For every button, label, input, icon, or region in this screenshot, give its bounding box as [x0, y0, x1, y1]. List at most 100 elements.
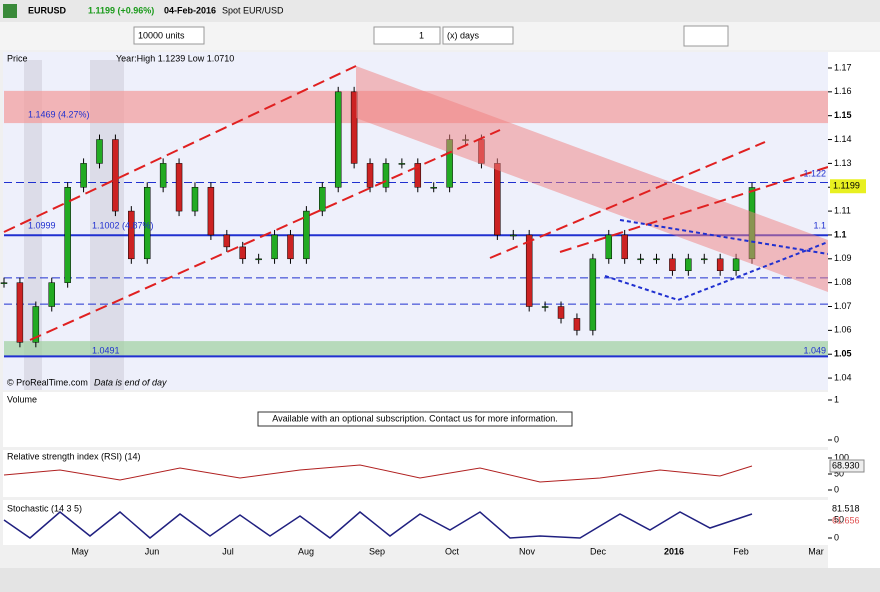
- zone: [4, 341, 828, 357]
- y-tick-label: 1.13: [834, 158, 852, 168]
- x-tick-label: Dec: [590, 546, 607, 556]
- candle: [16, 282, 24, 343]
- x-tick-label: Sep: [369, 546, 385, 556]
- annotation: 1.049: [803, 345, 826, 355]
- candle: [605, 234, 613, 260]
- y-tick-label: 1.17: [834, 62, 852, 72]
- panel-title: Stochastic (14 3 5): [7, 503, 82, 513]
- trendline: [489, 141, 766, 259]
- candle: [398, 163, 406, 165]
- candle: [366, 163, 374, 188]
- candle: [685, 258, 692, 271]
- candle: [223, 234, 231, 248]
- candle: [64, 186, 71, 283]
- chart-type-button[interactable]: [683, 25, 729, 47]
- x-tick-label: 2016: [664, 546, 684, 556]
- annotation: 1.1: [813, 220, 826, 230]
- candle: [701, 258, 708, 261]
- stochastic-panel: [3, 500, 828, 545]
- x-tick-label: Feb: [733, 546, 749, 556]
- annotation: 1.122: [803, 168, 826, 178]
- stochastic-value: 81.518: [832, 503, 860, 513]
- x-tick-label: Oct: [445, 546, 460, 556]
- x-tick-label: May: [71, 546, 89, 556]
- icon[interactable]: [3, 4, 17, 18]
- y-tick-label: 1.15: [834, 110, 852, 120]
- instrument: Spot EUR/USD: [222, 5, 284, 15]
- units-select[interactable]: [133, 26, 205, 45]
- candle: [350, 91, 358, 164]
- y-tick-label: 1.16: [834, 86, 852, 96]
- period-unit-select[interactable]: [442, 26, 514, 45]
- annotation: 1.0491: [92, 345, 120, 355]
- candle: [80, 163, 87, 188]
- candle: [669, 258, 676, 271]
- candle: [0, 282, 8, 284]
- candle: [494, 163, 501, 236]
- note: Data is end of day: [94, 377, 167, 387]
- trendline: [29, 129, 501, 341]
- panel-title: Volume: [7, 394, 37, 404]
- candle: [239, 246, 246, 260]
- panel-title: Price: [7, 53, 28, 63]
- candle: [557, 306, 565, 319]
- x-tick-label: Jun: [145, 546, 160, 556]
- last-price: 1.1199: [833, 181, 860, 191]
- candle: [143, 186, 151, 260]
- candle: [589, 258, 597, 331]
- triangle: [604, 241, 829, 302]
- credit: © ProRealTime.com: [7, 377, 88, 387]
- rsi-line: [3, 464, 753, 483]
- trendline: [3, 65, 357, 233]
- candle: [48, 282, 55, 307]
- candle: [207, 186, 215, 236]
- y-tick-label: 1.11: [834, 205, 851, 215]
- candle: [32, 306, 40, 343]
- units: 10000 units: [138, 30, 185, 40]
- y-tick-label: 1.1: [834, 229, 847, 239]
- panel-title: Relative strength index (RSI) (14): [7, 451, 141, 461]
- message-box: [257, 411, 573, 427]
- x-tick-label: Nov: [519, 546, 536, 556]
- candle: [541, 306, 549, 308]
- annotation: 1.0999: [28, 220, 56, 230]
- triangle: [619, 219, 829, 255]
- period-unit: (x) days: [447, 30, 480, 40]
- x-tick-label: Mar: [808, 546, 824, 556]
- info: Year:High 1.1239 Low 1.0710: [116, 53, 234, 63]
- y-tick-label: 0: [834, 484, 839, 494]
- candle: [573, 318, 581, 331]
- candle: [255, 258, 262, 261]
- price-change: 1.1199 (+0.96%): [88, 5, 154, 15]
- y-tick-label: 1.06: [834, 325, 852, 335]
- rsi-value: 68.930: [832, 460, 860, 470]
- top-bar: [0, 0, 880, 22]
- x-tick-label: Jul: [222, 546, 234, 556]
- candle: [382, 163, 390, 188]
- y-tick-label: 1: [834, 394, 839, 404]
- symbol[interactable]: EURUSD: [28, 5, 67, 15]
- y-tick-label: 0: [834, 532, 839, 542]
- y-tick-label: 1.14: [834, 134, 852, 144]
- candle: [96, 139, 103, 164]
- period-input[interactable]: [373, 26, 441, 45]
- y-tick-label: 1.09: [834, 253, 852, 263]
- candle: [430, 186, 437, 189]
- candle: [621, 234, 628, 260]
- candle: [319, 186, 326, 212]
- candle: [303, 210, 310, 260]
- candle: [191, 186, 199, 212]
- y-tick-label: 50: [834, 514, 844, 524]
- annotation: 1.1002 (4.87%): [92, 220, 154, 230]
- candle: [334, 91, 342, 188]
- candle: [287, 234, 294, 260]
- price-tag: [830, 179, 866, 194]
- candle: [716, 258, 724, 271]
- candle: [271, 234, 278, 260]
- y-tick-label: 1.04: [834, 372, 852, 382]
- y-tick-label: 0: [834, 434, 839, 444]
- candle: [637, 258, 644, 261]
- period: 1: [419, 30, 424, 40]
